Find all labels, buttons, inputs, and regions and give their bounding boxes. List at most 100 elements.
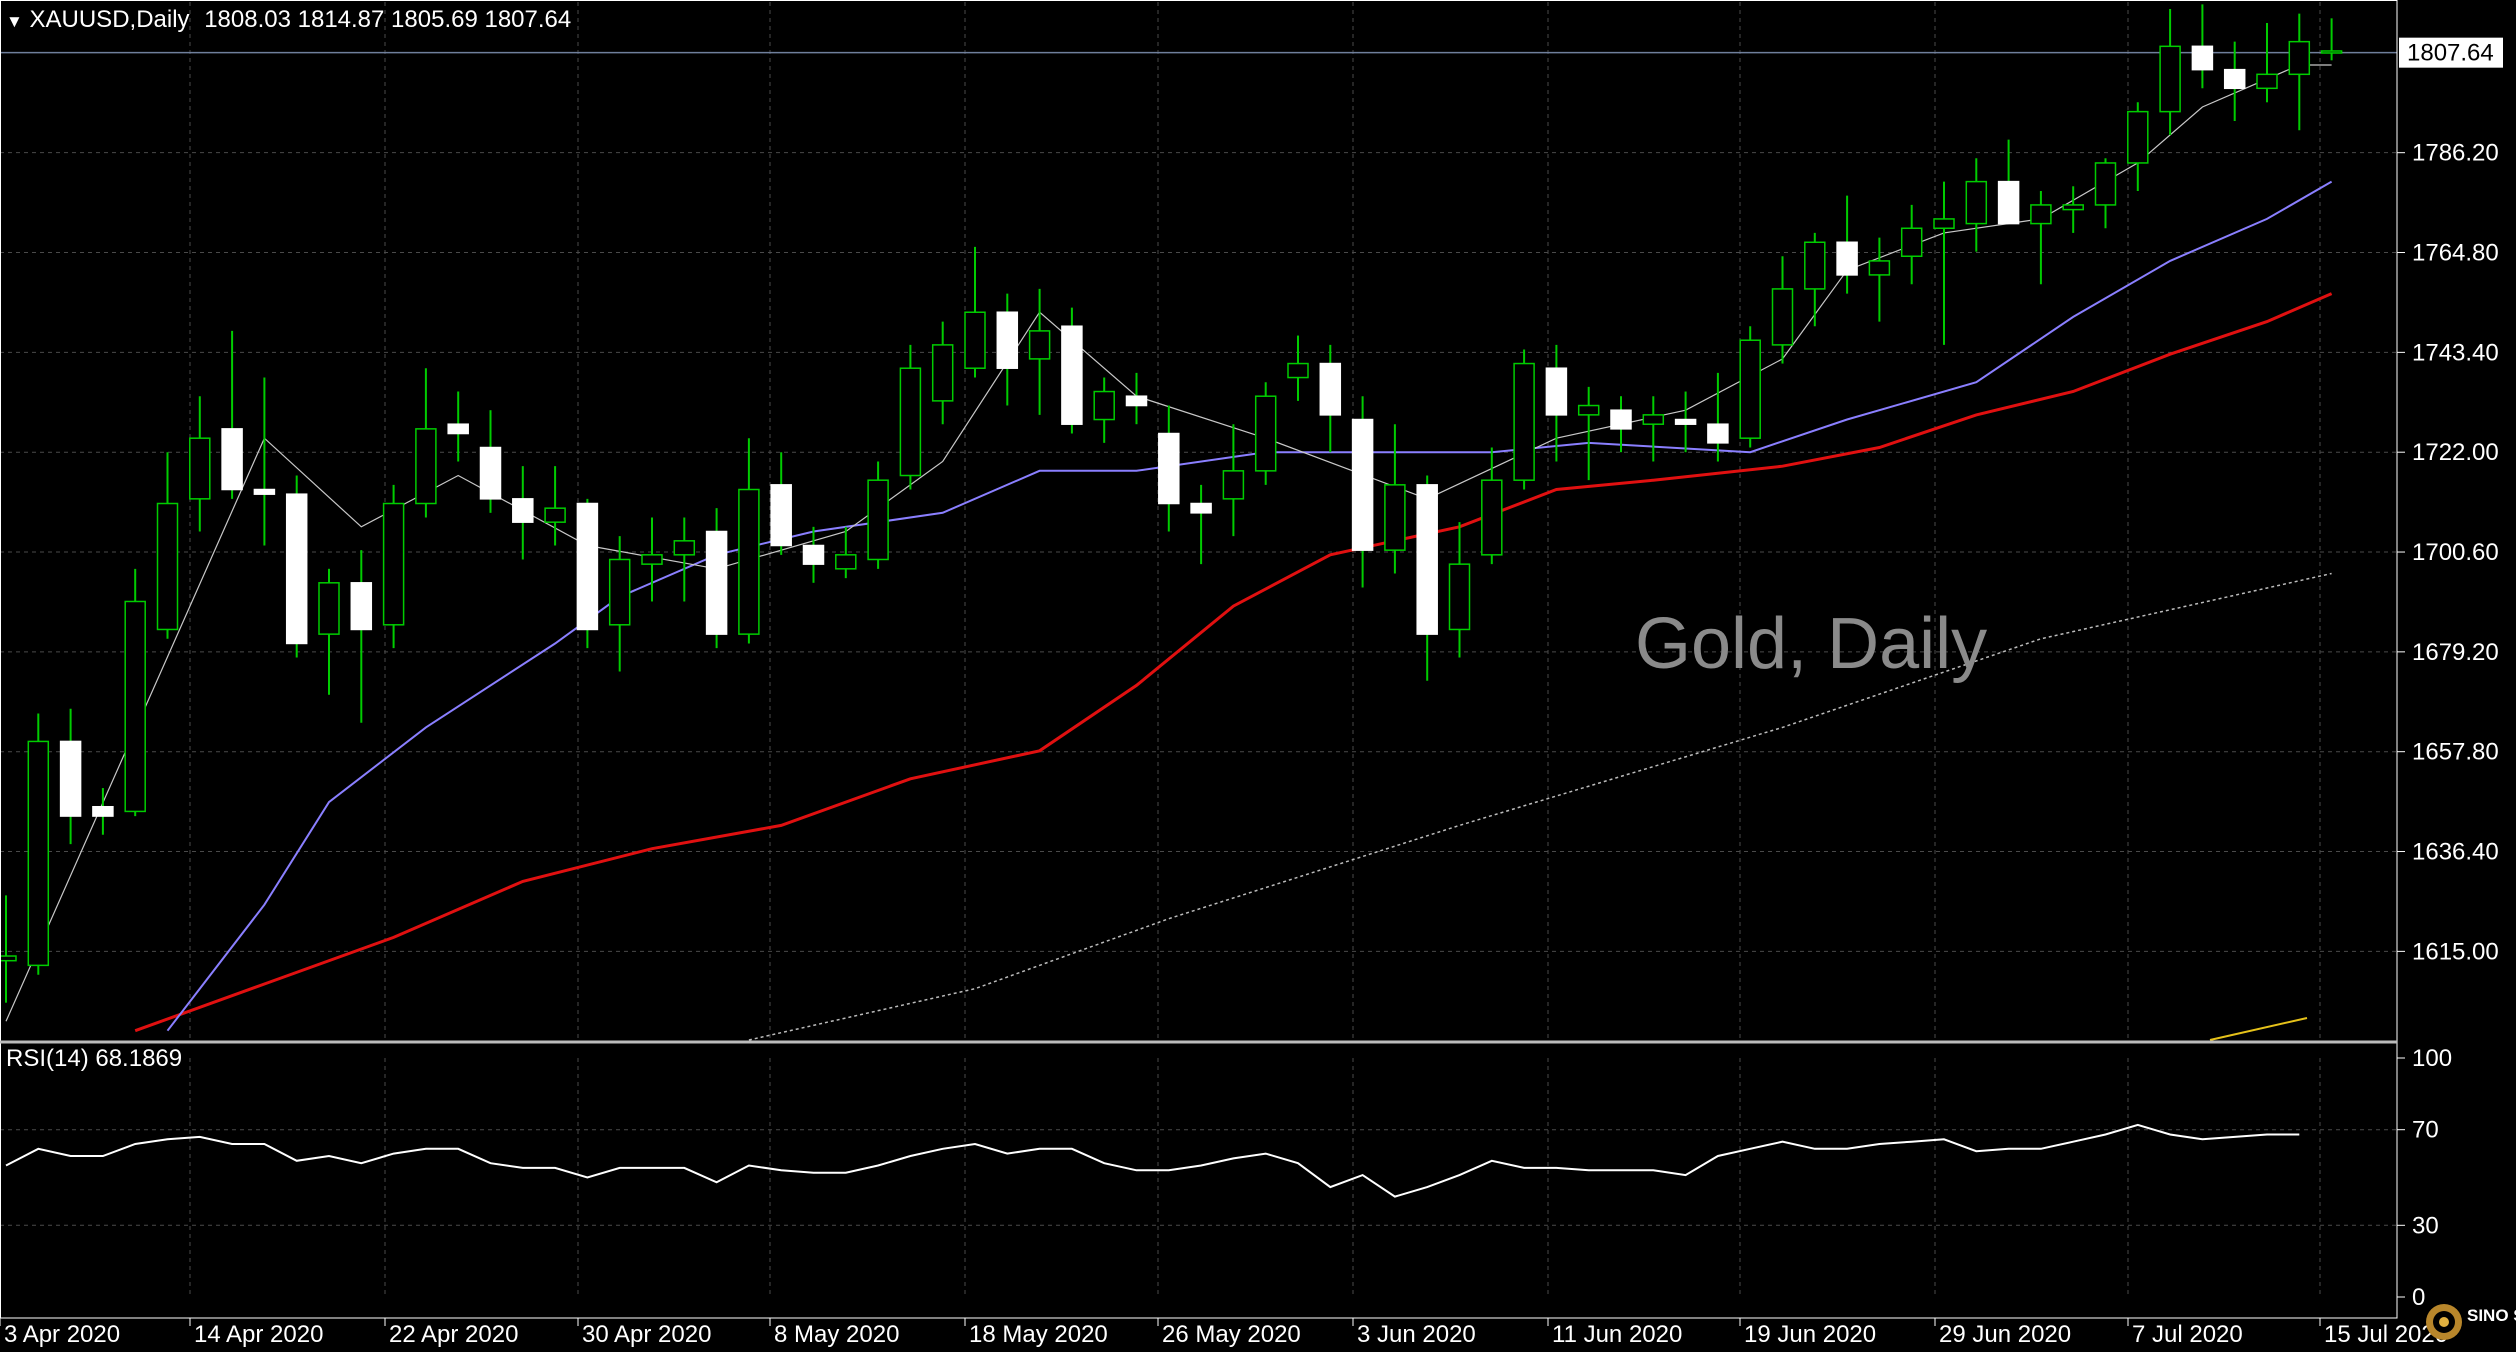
date-label: 18 May 2020 xyxy=(969,1321,1108,1348)
candle-body-down xyxy=(1610,409,1632,430)
candle-body-up xyxy=(1933,218,1955,230)
candle-body-down xyxy=(1997,180,2020,225)
watermark: Gold, Daily xyxy=(1635,604,1987,684)
candle-body-up xyxy=(673,540,696,556)
date-label: 30 Apr 2020 xyxy=(582,1321,711,1348)
rsi-tick-label: 0 xyxy=(2412,1284,2425,1311)
candle-body-down xyxy=(1416,484,1438,635)
candle-body-up xyxy=(1028,330,1051,360)
candle-body-down xyxy=(1545,367,1568,416)
candle-body-up xyxy=(641,554,663,565)
candle-body-up xyxy=(1900,227,1923,258)
candle-body-up xyxy=(1804,241,1826,290)
candle-body-down xyxy=(1190,502,1212,514)
price-tick-label: 1700.60 xyxy=(2412,539,2499,566)
price-tick-label: 1722.00 xyxy=(2412,439,2499,466)
current-price-tag xyxy=(2399,37,2503,68)
candle-body-up xyxy=(964,311,986,369)
price-tick-label: 1679.20 xyxy=(2412,639,2499,666)
candle-body-up xyxy=(1965,180,1988,225)
candle-body-up xyxy=(318,582,340,635)
candle-body-down xyxy=(2191,45,2214,71)
candle-body-up xyxy=(415,428,437,505)
candle-body-down xyxy=(447,423,469,435)
rsi-tick-label: 100 xyxy=(2412,1045,2452,1072)
candle-body-up xyxy=(931,344,954,402)
candle-body-up xyxy=(2030,204,2052,225)
candle-body-down xyxy=(1125,395,1148,407)
candle-body-up xyxy=(1642,414,1665,425)
candle-body-up xyxy=(1868,260,1891,276)
date-label: 11 Jun 2020 xyxy=(1552,1321,1682,1348)
ma-slow-line xyxy=(134,292,2333,1033)
candle-body-up xyxy=(835,554,857,570)
rsi-line xyxy=(5,1123,2300,1198)
price-tick-label: 1615.00 xyxy=(2412,938,2499,965)
candle-body-down xyxy=(576,502,599,631)
date-label: 19 Jun 2020 xyxy=(1744,1321,1876,1348)
candle-body-up xyxy=(2094,162,2117,206)
candle-body-up xyxy=(1513,362,1535,481)
date-label: 26 May 2020 xyxy=(1162,1321,1301,1348)
candle-body-up xyxy=(1222,470,1245,500)
candle-body-down xyxy=(350,582,373,631)
date-label: 8 May 2020 xyxy=(774,1321,899,1348)
ma-medium-line xyxy=(166,180,2333,1032)
candle-body-down xyxy=(705,530,728,635)
rsi-label: RSI(14) 68.1869 xyxy=(6,1045,183,1072)
candles xyxy=(0,4,2343,1003)
candle-body-up xyxy=(867,479,889,561)
candle-body-up xyxy=(0,955,17,962)
sino-sound-logo: SINO SOUND xyxy=(2426,1304,2516,1340)
candle-body-down xyxy=(1707,423,1729,444)
candle-body-down xyxy=(802,544,825,565)
candle-body-down xyxy=(2223,68,2246,90)
dropdown-triangle-icon[interactable]: ▼ xyxy=(6,12,23,31)
candle-body-down xyxy=(479,446,502,500)
candle-body-up xyxy=(1093,390,1115,421)
date-label: 14 Apr 2020 xyxy=(194,1321,323,1348)
candle-body-up xyxy=(2159,45,2181,113)
candle-body-up xyxy=(1384,484,1406,551)
candle-body-down xyxy=(92,805,114,817)
rsi-panel xyxy=(5,1123,2300,1198)
candle-body-up xyxy=(2320,50,2343,54)
date-label: 7 Jul 2020 xyxy=(2132,1321,2243,1348)
candle-body-up xyxy=(1771,288,1794,346)
candle-body-up xyxy=(2062,204,2084,211)
candle-body-up xyxy=(1481,479,1503,556)
candle-body-down xyxy=(285,493,308,645)
rsi-tick-label: 70 xyxy=(2412,1117,2439,1144)
price-tick-label: 1743.40 xyxy=(2412,339,2499,366)
rsi-tick-label: 30 xyxy=(2412,1212,2439,1239)
candle-body-up xyxy=(1577,404,1600,416)
price-tick-label: 1657.80 xyxy=(2412,739,2499,766)
candle-body-down xyxy=(770,484,792,547)
symbol-label: XAUUSD,Daily xyxy=(29,6,190,33)
candle-body-up xyxy=(1254,395,1277,472)
candle-body-down xyxy=(996,311,1019,369)
date-label: 29 Jun 2020 xyxy=(1939,1321,2071,1348)
current-price-label: 1807.64 xyxy=(2407,40,2494,67)
candle-body-down xyxy=(512,498,534,523)
date-label: 3 Jun 2020 xyxy=(1357,1321,1476,1348)
candle-body-up xyxy=(899,367,922,477)
candle-body-up xyxy=(27,740,50,967)
candle-body-up xyxy=(1739,339,1761,439)
candle-body-down xyxy=(253,488,276,495)
candle-body-down xyxy=(1674,418,1697,425)
candle-body-up xyxy=(382,502,405,626)
candle-body-up xyxy=(124,600,146,813)
candle-body-up xyxy=(2127,110,2149,164)
candle-body-up xyxy=(2256,73,2278,90)
candle-body-up xyxy=(2288,40,2311,76)
price-tick-label: 1764.80 xyxy=(2412,240,2499,267)
candle-body-down xyxy=(1319,362,1342,416)
candle-body-up xyxy=(1448,563,1471,631)
candle-body-down xyxy=(1836,241,1858,276)
logo-text: SINO SOUND xyxy=(2467,1306,2516,1325)
price-tick-label: 1636.40 xyxy=(2412,839,2499,866)
